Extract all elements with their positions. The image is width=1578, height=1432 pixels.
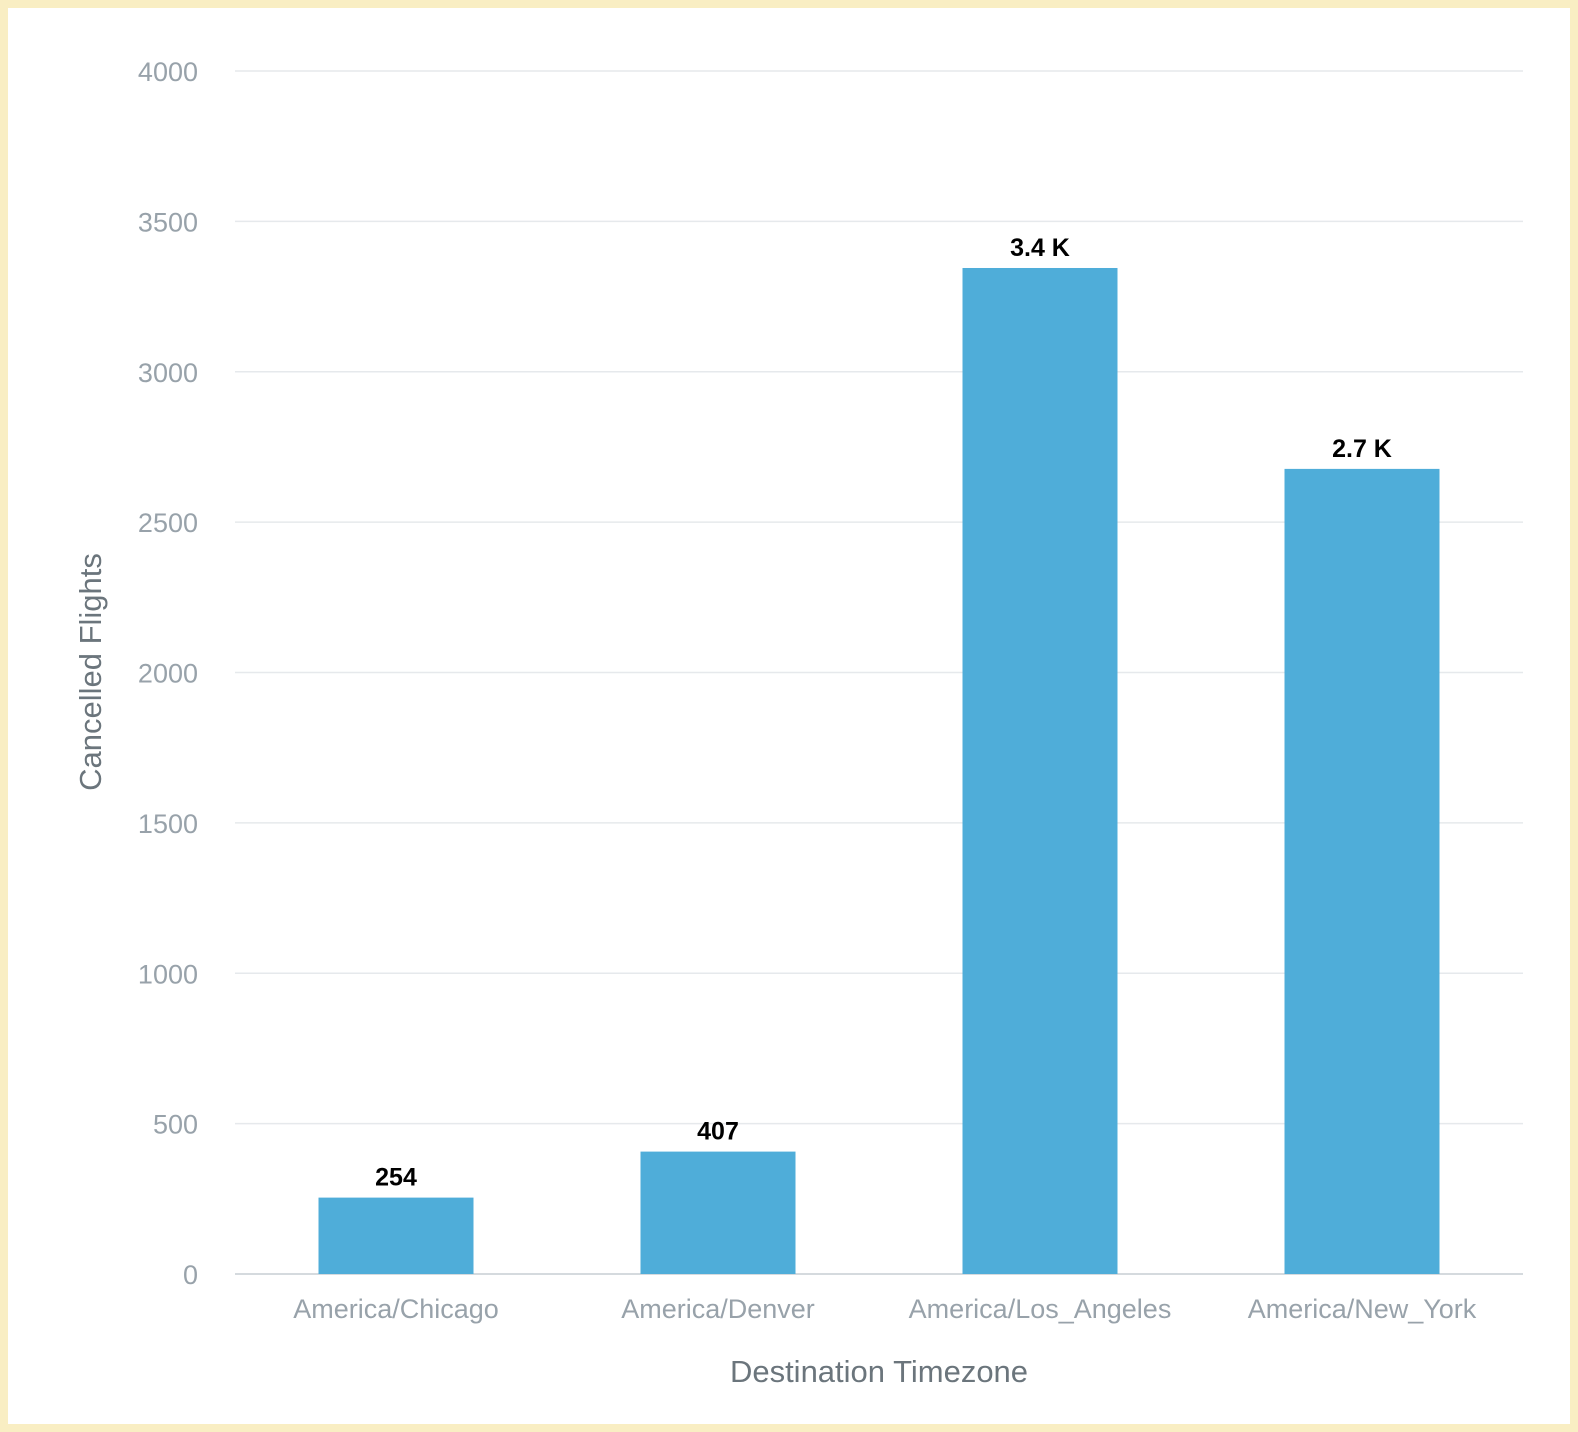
y-axis-title: Cancelled Flights — [73, 553, 108, 791]
data-label: 3.4 K — [1010, 234, 1070, 262]
data-label: 254 — [375, 1164, 417, 1192]
y-tick-label: 3000 — [138, 358, 198, 388]
data-label: 407 — [697, 1118, 739, 1146]
data-label: 2.7 K — [1332, 435, 1392, 463]
bar[interactable] — [640, 1151, 796, 1274]
y-tick-label: 4000 — [138, 57, 198, 87]
x-tick-label: America/New_York — [1248, 1294, 1477, 1324]
x-tick-label: America/Denver — [621, 1294, 815, 1324]
bar[interactable] — [1284, 468, 1440, 1275]
x-axis-title: Destination Timezone — [730, 1354, 1028, 1389]
y-tick-label: 2000 — [138, 659, 198, 689]
y-tick-label: 500 — [153, 1110, 198, 1140]
y-tick-label: 2500 — [138, 508, 198, 538]
bar[interactable] — [318, 1197, 474, 1274]
y-tick-label: 1000 — [138, 959, 198, 989]
bar[interactable] — [962, 267, 1118, 1275]
y-tick-label: 1500 — [138, 809, 198, 839]
y-tick-label: 3500 — [138, 207, 198, 237]
y-tick-label: 0 — [183, 1260, 198, 1290]
x-tick-label: America/Chicago — [293, 1294, 499, 1324]
x-tick-label: America/Los_Angeles — [909, 1294, 1172, 1324]
